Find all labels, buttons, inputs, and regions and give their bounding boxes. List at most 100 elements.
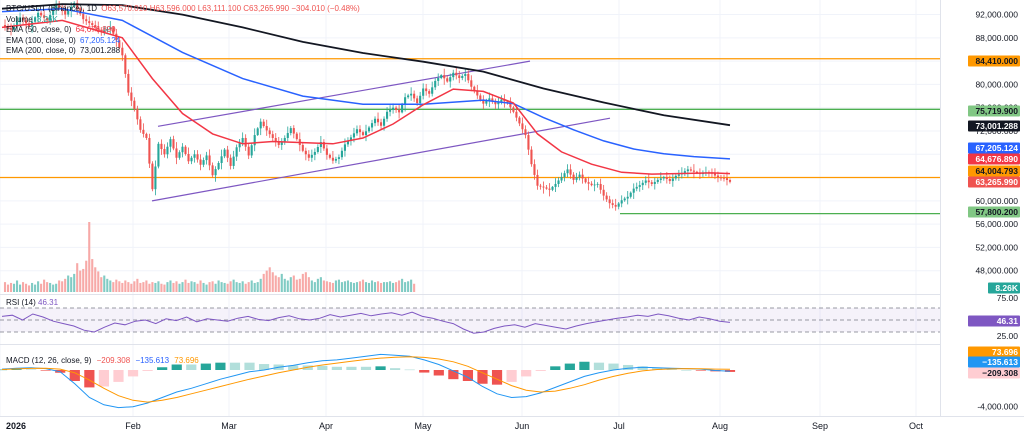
volume-bar xyxy=(395,282,398,292)
volume-bar xyxy=(376,281,380,292)
symbol-row[interactable]: BTC/USDT (Binance), 1D O63,570.010 H63,5… xyxy=(6,4,360,15)
symbol-label[interactable]: BTC/USDT (Binance), 1D xyxy=(6,4,97,13)
candle-body xyxy=(632,188,635,193)
candle-body xyxy=(70,6,73,11)
volume-bar xyxy=(292,275,295,292)
candle-body xyxy=(647,180,650,183)
candle-body xyxy=(488,98,491,102)
time-axis-label: Sep xyxy=(812,421,828,431)
candle-body xyxy=(163,149,166,155)
macd-histogram-bar xyxy=(419,370,430,373)
macd-histogram-bar xyxy=(157,367,168,370)
candle-body xyxy=(142,129,145,134)
price-tag-orange-level xyxy=(968,55,1020,67)
macd-value-tag xyxy=(968,367,1020,379)
candle-body xyxy=(277,141,280,145)
ema50-label: EMA (50, close, 0) xyxy=(6,25,72,35)
candle-body xyxy=(527,135,530,150)
ema50-legend-row[interactable]: EMA (50, close, 0) 64,676.890 xyxy=(6,25,360,36)
candle-body xyxy=(229,157,232,166)
macd-value-tag xyxy=(968,356,1020,368)
candle-body xyxy=(379,122,383,126)
candle-body xyxy=(578,174,581,178)
candle-body xyxy=(352,133,356,138)
volume-bar xyxy=(277,277,280,292)
ema200-label: EMA (200, close, 0) xyxy=(6,46,76,56)
macd-histogram-bar xyxy=(113,370,124,382)
candle-body xyxy=(175,148,178,158)
candle-body xyxy=(728,179,732,182)
candle-body xyxy=(358,129,362,133)
candle-body xyxy=(208,155,211,166)
macd-histogram-bar xyxy=(84,370,95,388)
candle-body xyxy=(289,128,292,134)
candle-body xyxy=(97,27,100,30)
volume-bar xyxy=(247,282,250,292)
volume-bar xyxy=(413,283,416,292)
volume-legend-row[interactable]: Volume 8.26K xyxy=(6,15,360,26)
macd-separator[interactable] xyxy=(0,344,940,345)
price-axis[interactable]: 92,000.00088,000.00084,000.00080,000.000… xyxy=(968,10,1020,412)
candle-body xyxy=(151,163,154,190)
volume-bar xyxy=(238,282,241,292)
candle-body xyxy=(52,9,55,15)
macd-histogram-bar xyxy=(448,370,459,380)
candle-body xyxy=(449,77,452,82)
candle-body xyxy=(716,175,720,178)
volume-bar xyxy=(337,279,340,292)
ema50-line xyxy=(1,19,731,175)
volume-bar xyxy=(226,283,229,292)
ema-lines xyxy=(1,3,731,175)
volume-bar xyxy=(313,282,316,292)
ema200-legend-row[interactable]: EMA (200, close, 0) 73,001.288 xyxy=(6,46,360,57)
candle-body xyxy=(226,149,229,158)
volume-bar xyxy=(289,277,292,292)
horizontal-levels xyxy=(0,58,940,215)
candle-body xyxy=(253,135,256,146)
candle-body xyxy=(364,131,368,136)
candle-body xyxy=(536,174,539,186)
candle-body xyxy=(464,73,467,76)
candle-body xyxy=(199,159,202,165)
candlestick-series xyxy=(3,0,732,211)
candle-body xyxy=(587,182,590,184)
volume-bar xyxy=(265,270,268,292)
volume-bar xyxy=(271,272,274,292)
candle-body xyxy=(503,99,506,102)
macd-histogram-bar xyxy=(477,370,488,384)
time-axis[interactable]: 2026 Feb Mar Apr May Jun Jul Aug Sep Oct xyxy=(6,421,923,431)
volume-bar xyxy=(160,283,163,292)
candle-body xyxy=(440,75,443,79)
macd-legend[interactable]: MACD (12, 26, close, 9) −209.308 −135.61… xyxy=(6,356,202,365)
volume-bar xyxy=(97,271,100,292)
volume-bar xyxy=(262,273,265,292)
candle-body xyxy=(337,157,340,159)
candle-body xyxy=(274,137,277,142)
price-tag-green-level xyxy=(968,105,1020,117)
candle-body xyxy=(434,80,437,88)
candle-body xyxy=(64,11,67,15)
time-axis-label: Feb xyxy=(125,421,141,431)
rsi-legend[interactable]: RSI (14) 46.31 xyxy=(6,298,58,307)
candle-body xyxy=(244,137,247,147)
candle-body xyxy=(521,123,524,130)
rsi-separator[interactable] xyxy=(0,294,940,295)
macd-histogram-bar xyxy=(288,365,299,370)
candle-body xyxy=(82,13,85,20)
volume-bar xyxy=(139,282,142,292)
macd-histogram-bar xyxy=(593,362,605,370)
candle-body xyxy=(401,104,404,113)
volume-bar xyxy=(9,282,13,292)
candle-body xyxy=(494,101,497,105)
candle-body xyxy=(172,139,175,149)
candle-body xyxy=(310,154,313,158)
volume-bar xyxy=(18,284,22,292)
candle-body xyxy=(533,164,536,175)
volume-bar xyxy=(175,281,178,292)
volume-bar xyxy=(145,280,148,292)
candle-body xyxy=(325,148,328,155)
ema100-legend-row[interactable]: EMA (100, close, 0) 67,205.124 xyxy=(6,36,360,47)
volume-bar xyxy=(401,278,404,292)
candle-body xyxy=(443,75,446,79)
candle-body xyxy=(49,14,52,21)
